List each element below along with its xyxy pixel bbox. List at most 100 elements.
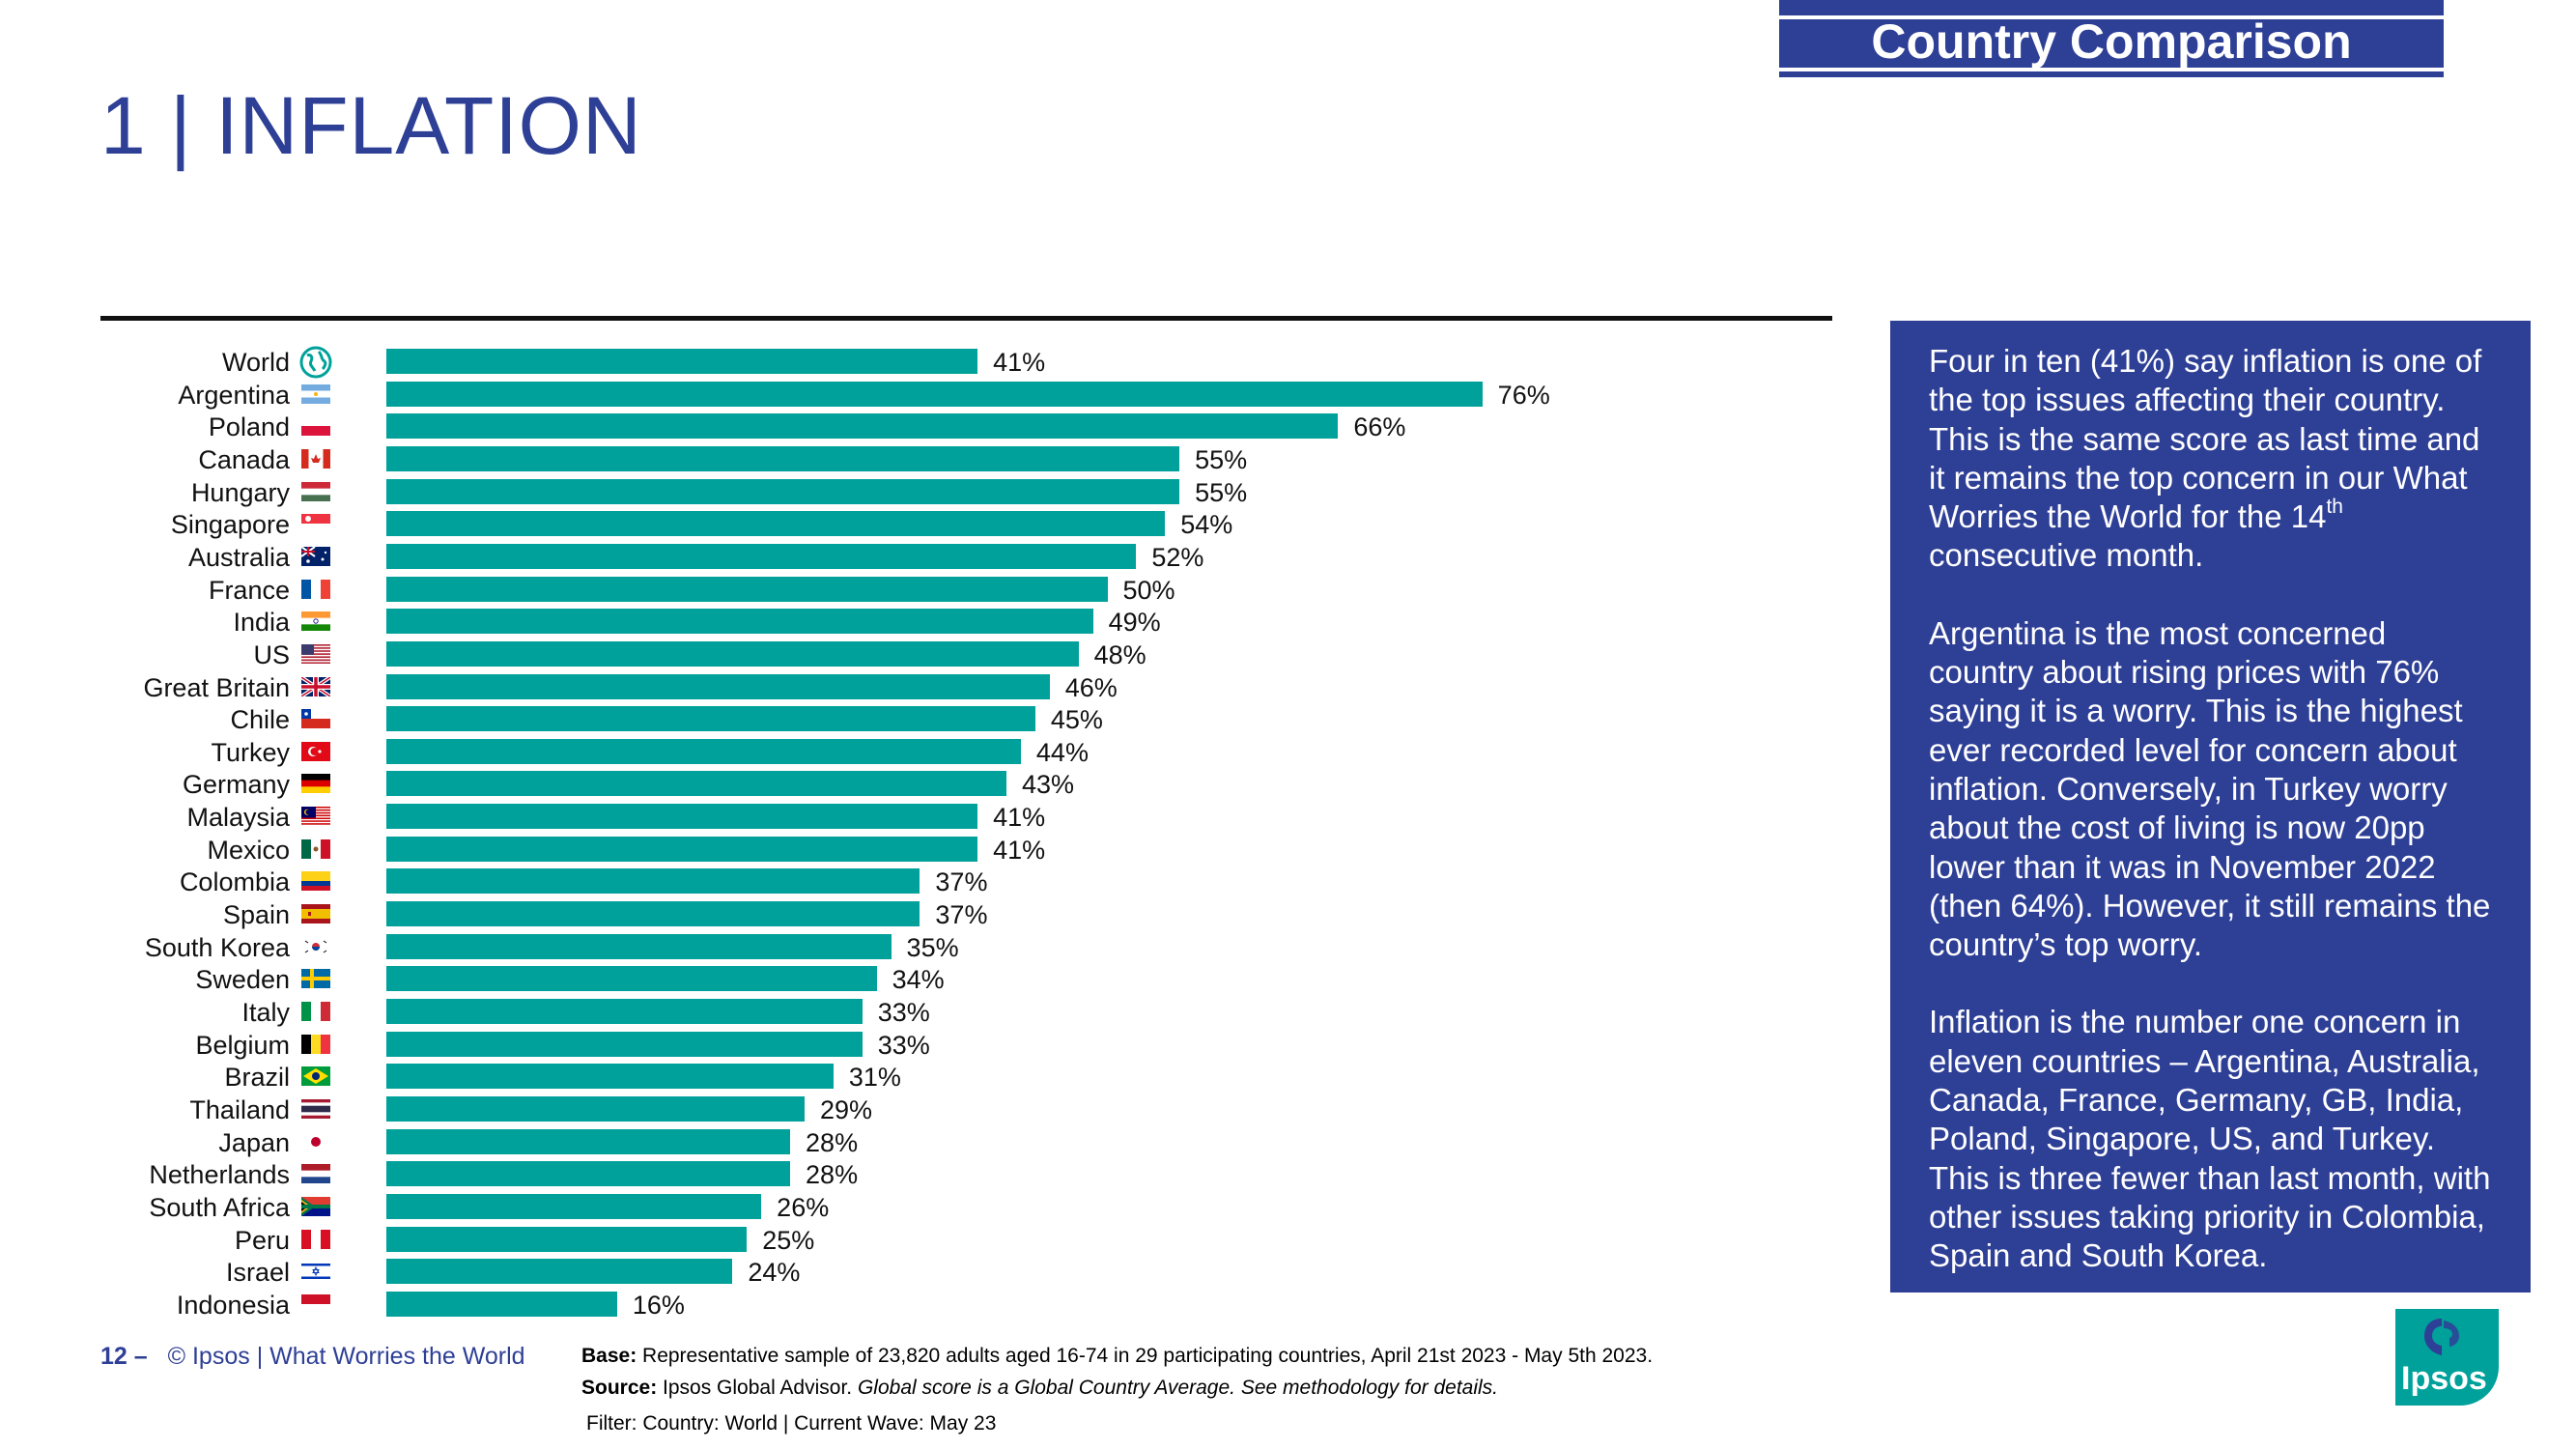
chart-row: South Korea 35% (0, 931, 1835, 964)
bar (386, 576, 1108, 602)
ipsos-logo: Ipsos (2395, 1309, 2499, 1406)
germany-flag (301, 774, 330, 794)
country-label: Brazil (224, 1063, 290, 1093)
country-label: Netherlands (149, 1160, 290, 1190)
value-label: 49% (1108, 608, 1161, 638)
chart-row: Italy 33% (0, 996, 1835, 1029)
bar (386, 1095, 805, 1122)
bar (386, 706, 1035, 732)
chart-row: Singapore 54% (0, 508, 1835, 541)
chart-row: Spain 37% (0, 898, 1835, 931)
bar (386, 640, 1079, 667)
chart-row: Australia 52% (0, 541, 1835, 574)
singapore-flag (301, 514, 330, 534)
chart-row: Great Britain 46% (0, 671, 1835, 704)
country-label: Mexico (207, 835, 290, 865)
chart-row: Brazil 31% (0, 1061, 1835, 1094)
chart-row: Hungary 55% (0, 476, 1835, 509)
colombia-flag (301, 871, 330, 892)
bar (386, 673, 1050, 699)
chart-row: Peru 25% (0, 1224, 1835, 1257)
south-africa-flag (301, 1196, 330, 1216)
country-label: Australia (187, 542, 290, 572)
bar (386, 836, 978, 862)
value-label: 35% (906, 932, 959, 962)
bar (386, 1291, 617, 1317)
value-label: 54% (1180, 510, 1233, 540)
netherlands-flag (301, 1164, 330, 1184)
country-label: Belgium (195, 1030, 290, 1060)
commentary-panel: Four in ten (41%) say inflation is one o… (1890, 321, 2531, 1293)
chart-row: World 41% (0, 346, 1835, 379)
commentary-paragraph-2: Argentina is the most concerned country … (1929, 614, 2491, 963)
chart-row: Netherlands 28% (0, 1158, 1835, 1191)
country-label: Indonesia (176, 1290, 290, 1320)
value-label: 66% (1353, 412, 1406, 442)
poland-flag (301, 416, 330, 437)
chart-row: Malaysia 41% (0, 801, 1835, 834)
indonesia-flag (301, 1293, 330, 1314)
value-label: 46% (1064, 672, 1118, 702)
country-label: Spain (222, 900, 290, 930)
chart-row: South Africa 26% (0, 1191, 1835, 1224)
value-label: 33% (877, 998, 930, 1027)
country-label: Singapore (170, 510, 290, 540)
value-label: 37% (935, 867, 988, 897)
base-note: Base: Representative sample of 23,820 ad… (581, 1345, 1654, 1367)
chart-row: Canada 55% (0, 443, 1835, 476)
value-label: 45% (1050, 705, 1103, 735)
chart-row: Japan 28% (0, 1126, 1835, 1159)
value-label: 25% (762, 1225, 815, 1255)
country-label: Israel (225, 1258, 290, 1288)
bar (386, 738, 1021, 764)
value-label: 33% (877, 1030, 930, 1060)
bar (386, 1128, 791, 1154)
turkey-flag (301, 741, 330, 761)
bar (386, 966, 877, 992)
value-label: 28% (806, 1127, 859, 1157)
chart-row: Sweden 34% (0, 963, 1835, 996)
canada-flag (301, 448, 330, 469)
chart-row: Chile 45% (0, 703, 1835, 736)
value-label: 28% (806, 1160, 859, 1190)
globe-icon (299, 346, 332, 379)
value-label: 26% (777, 1192, 830, 1222)
page-title: 1 | INFLATION (100, 80, 642, 171)
chart-row: Mexico 41% (0, 834, 1835, 867)
value-label: 55% (1195, 477, 1248, 507)
country-label: Japan (218, 1127, 290, 1157)
value-label: 16% (632, 1290, 685, 1320)
value-label: 41% (993, 348, 1046, 377)
chart-row: India 49% (0, 606, 1835, 639)
country-label: Sweden (195, 965, 290, 995)
chart-row: Israel 24% (0, 1256, 1835, 1289)
country-comparison-badge: Country Comparison (1779, 0, 2444, 77)
spain-flag (301, 904, 330, 924)
bar (386, 901, 920, 927)
argentina-flag (301, 384, 330, 404)
chart-row: France 50% (0, 574, 1835, 607)
country-label: Chile (230, 705, 290, 735)
country-label: Thailand (189, 1094, 290, 1124)
great-britain-flag (301, 676, 330, 696)
bar (386, 511, 1166, 537)
country-label: Peru (234, 1225, 290, 1255)
commentary-paragraph-3: Inflation is the number one concern in e… (1929, 1004, 2491, 1274)
bar (386, 804, 978, 830)
bar (386, 543, 1137, 569)
value-label: 24% (748, 1258, 801, 1288)
india-flag (301, 611, 330, 632)
value-label: 41% (993, 835, 1046, 865)
bar (386, 771, 1006, 797)
copyright-link[interactable]: © Ipsos | What Worries the World (167, 1343, 525, 1370)
value-label: 76% (1497, 380, 1550, 410)
chart-row: Colombia 37% (0, 866, 1835, 898)
bar (386, 999, 863, 1024)
chart-row: Poland 66% (0, 411, 1835, 443)
country-label: Argentina (178, 380, 290, 410)
country-label: Italy (241, 998, 290, 1027)
value-label: 52% (1151, 542, 1204, 572)
brazil-flag (301, 1066, 330, 1087)
south-korea-flag (301, 936, 330, 956)
country-label: India (233, 608, 290, 638)
